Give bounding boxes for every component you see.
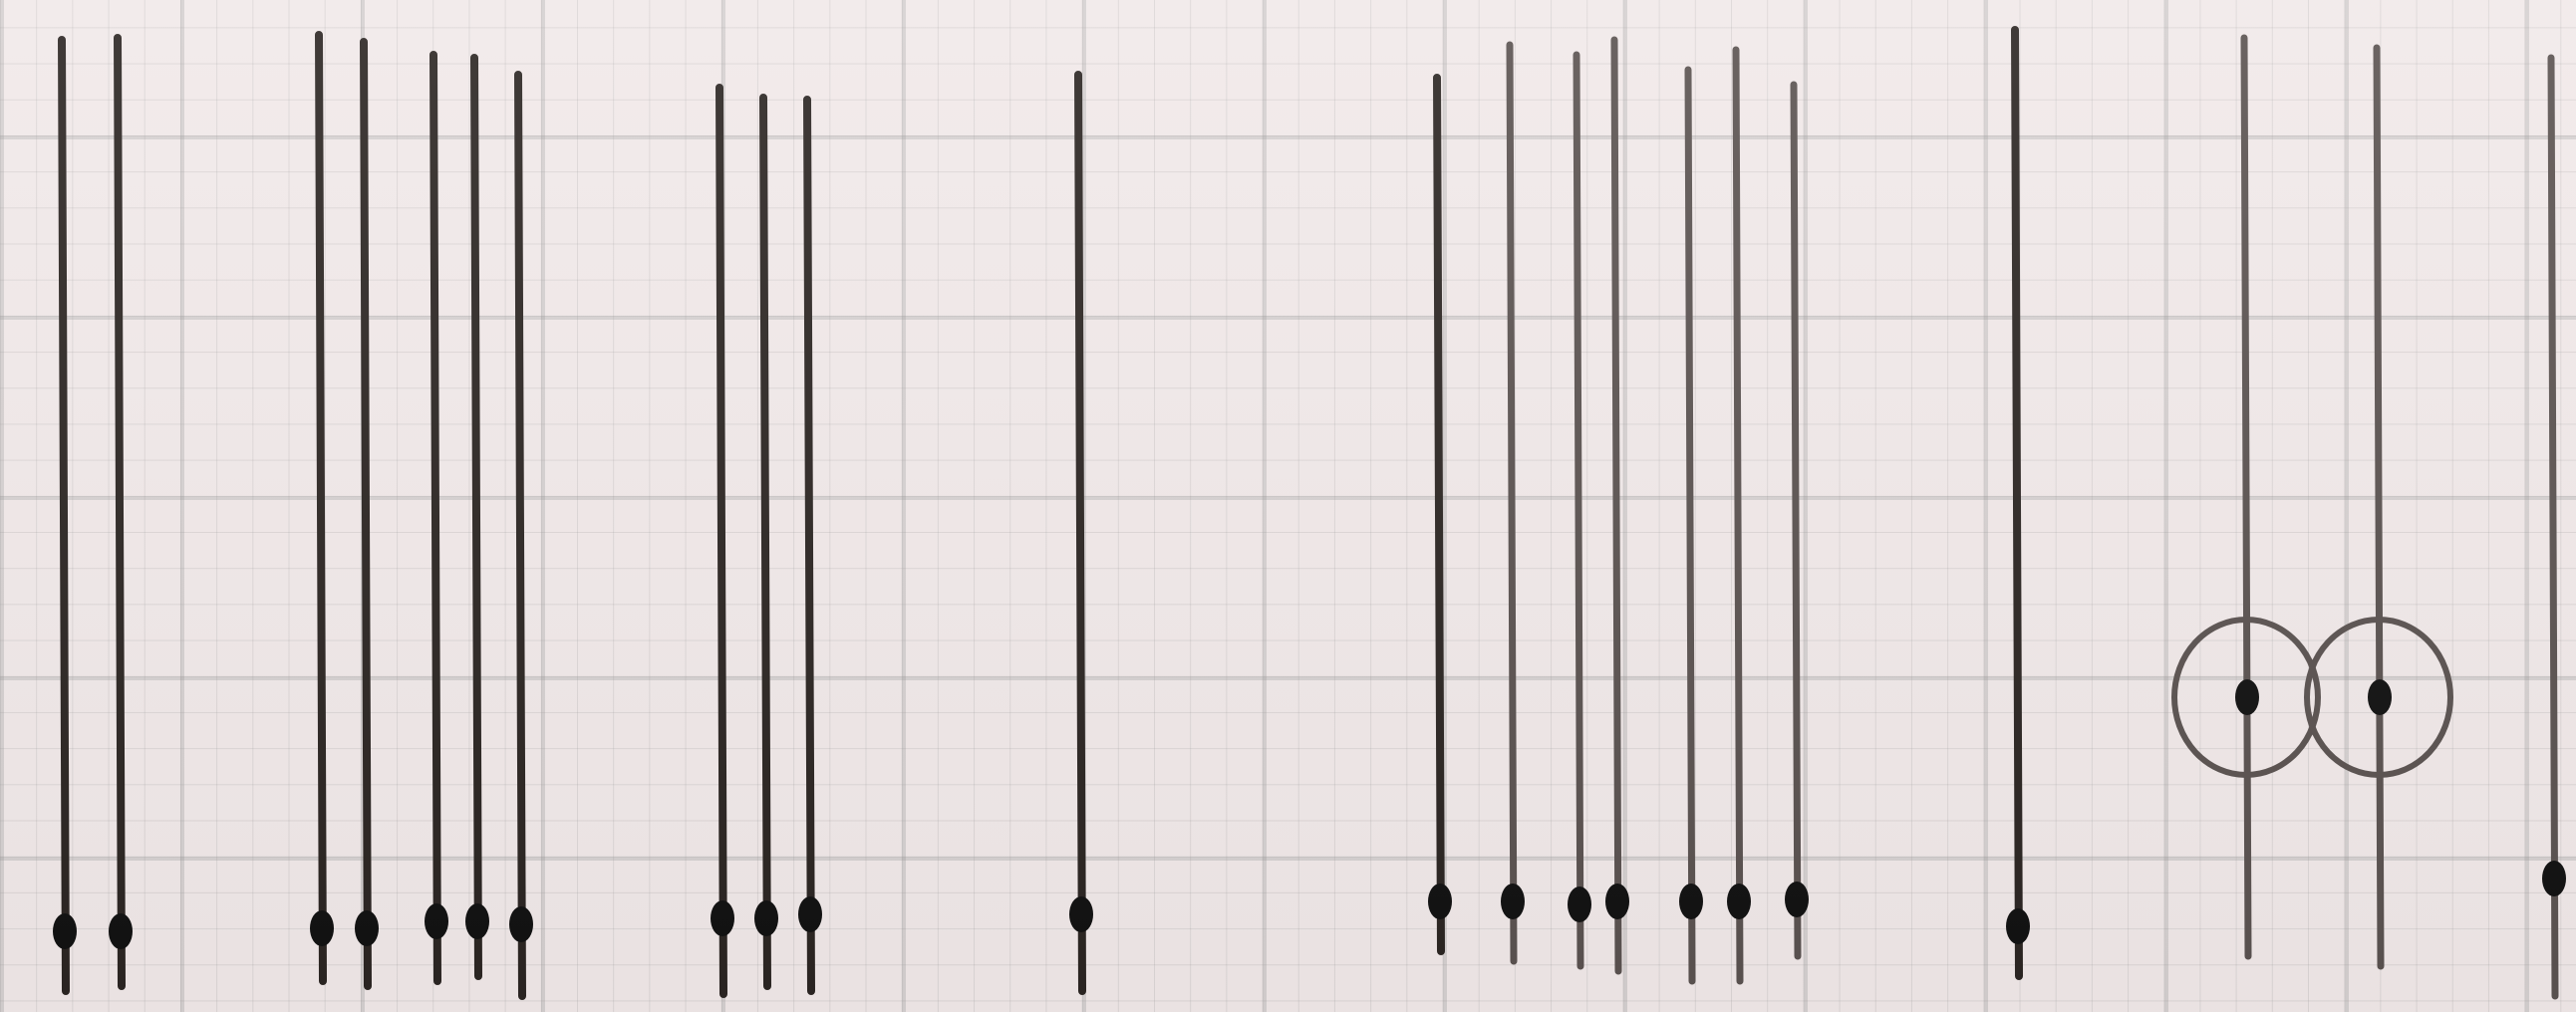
dot-mark-11 — [1069, 896, 1093, 932]
dot-mark-9 — [754, 900, 778, 936]
dot-mark-14 — [1568, 886, 1591, 922]
pencil-line-7 — [514, 71, 526, 1000]
dot-mark-5 — [425, 903, 448, 939]
pencil-line-13 — [1506, 41, 1518, 965]
pencil-line-9 — [759, 94, 771, 990]
pencil-line-2 — [114, 34, 126, 990]
pencil-line-22 — [2547, 54, 2559, 1000]
circle-annotation-20 — [2171, 617, 2321, 778]
dot-mark-22 — [2542, 861, 2566, 896]
dot-mark-7 — [509, 906, 533, 942]
dot-mark-16 — [1679, 884, 1703, 919]
pencil-line-14 — [1573, 51, 1584, 970]
dot-mark-21 — [2368, 679, 2392, 715]
dot-mark-8 — [711, 900, 734, 936]
pencil-line-1 — [58, 36, 70, 995]
pencil-line-4 — [360, 38, 372, 990]
pencil-line-8 — [716, 84, 727, 998]
dot-mark-13 — [1501, 884, 1525, 919]
dot-mark-2 — [109, 913, 133, 949]
dot-mark-4 — [355, 910, 379, 946]
pencil-line-3 — [315, 31, 327, 985]
dot-mark-18 — [1785, 882, 1809, 917]
pencil-line-20 — [2240, 34, 2252, 960]
dot-mark-12 — [1428, 884, 1452, 919]
pencil-line-6 — [470, 54, 482, 980]
dot-mark-20 — [2235, 679, 2259, 715]
dot-mark-1 — [53, 913, 77, 949]
pencil-line-11 — [1074, 71, 1086, 995]
dot-mark-19 — [2006, 908, 2030, 944]
pencil-line-12 — [1433, 74, 1445, 955]
pencil-line-5 — [429, 51, 441, 985]
pencil-line-19 — [2011, 26, 2023, 980]
dot-mark-10 — [798, 896, 822, 932]
pencil-line-10 — [803, 96, 815, 995]
pencil-line-21 — [2373, 44, 2385, 970]
pencil-line-15 — [1610, 36, 1622, 975]
pencil-line-17 — [1732, 46, 1744, 985]
circle-annotation-21 — [2304, 617, 2453, 778]
dot-mark-3 — [310, 910, 334, 946]
dot-mark-17 — [1727, 884, 1751, 919]
dot-mark-15 — [1605, 884, 1629, 919]
dot-mark-6 — [465, 903, 489, 939]
pencil-line-16 — [1684, 66, 1696, 985]
pencil-line-18 — [1790, 81, 1802, 960]
